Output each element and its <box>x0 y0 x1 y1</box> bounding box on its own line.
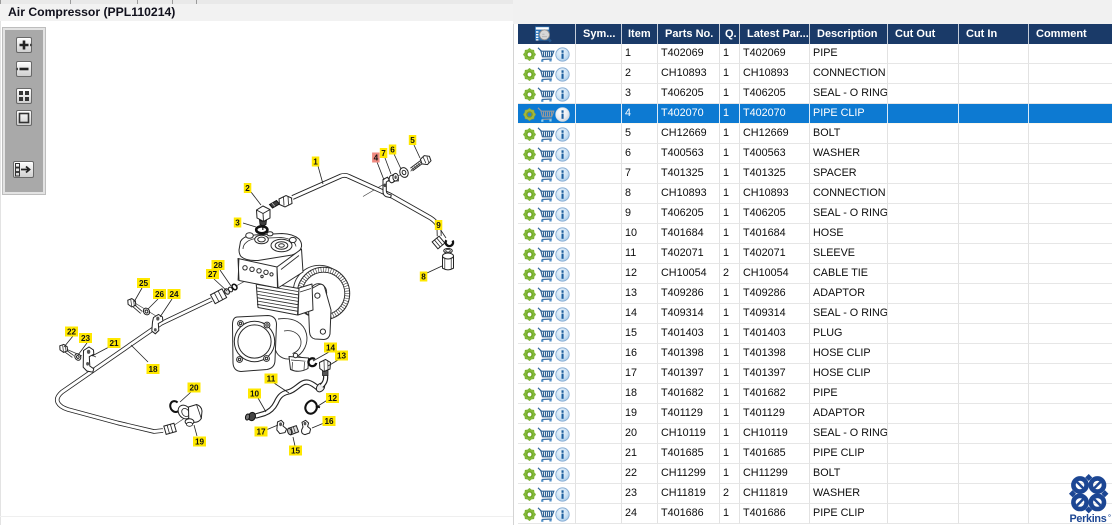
svg-text:7: 7 <box>381 149 386 158</box>
svg-text:12: 12 <box>328 394 338 403</box>
svg-text:21: 21 <box>109 339 119 348</box>
svg-text:16: 16 <box>324 417 334 426</box>
svg-text:13: 13 <box>337 352 347 361</box>
svg-text:28: 28 <box>213 261 223 270</box>
svg-text:22: 22 <box>67 328 77 337</box>
svg-text:18: 18 <box>148 365 158 374</box>
svg-text:19: 19 <box>195 438 205 447</box>
svg-text:23: 23 <box>81 334 91 343</box>
svg-text:8: 8 <box>421 273 426 282</box>
svg-text:26: 26 <box>155 290 165 299</box>
svg-text:6: 6 <box>390 146 395 155</box>
svg-text:14: 14 <box>326 344 336 353</box>
svg-text:10: 10 <box>250 390 260 399</box>
svg-text:27: 27 <box>208 270 218 279</box>
svg-text:4: 4 <box>374 154 379 163</box>
svg-text:17: 17 <box>256 428 266 437</box>
svg-text:11: 11 <box>267 375 276 384</box>
svg-text:15: 15 <box>291 447 301 456</box>
svg-text:1: 1 <box>313 158 318 167</box>
svg-text:9: 9 <box>436 221 441 230</box>
svg-text:Perkins: Perkins <box>1070 513 1107 525</box>
svg-text:24: 24 <box>169 290 179 299</box>
svg-text:25: 25 <box>139 279 149 288</box>
svg-text:20: 20 <box>189 384 199 393</box>
svg-text:5: 5 <box>410 136 415 145</box>
svg-text:2: 2 <box>245 184 250 193</box>
svg-text:3: 3 <box>235 219 240 228</box>
